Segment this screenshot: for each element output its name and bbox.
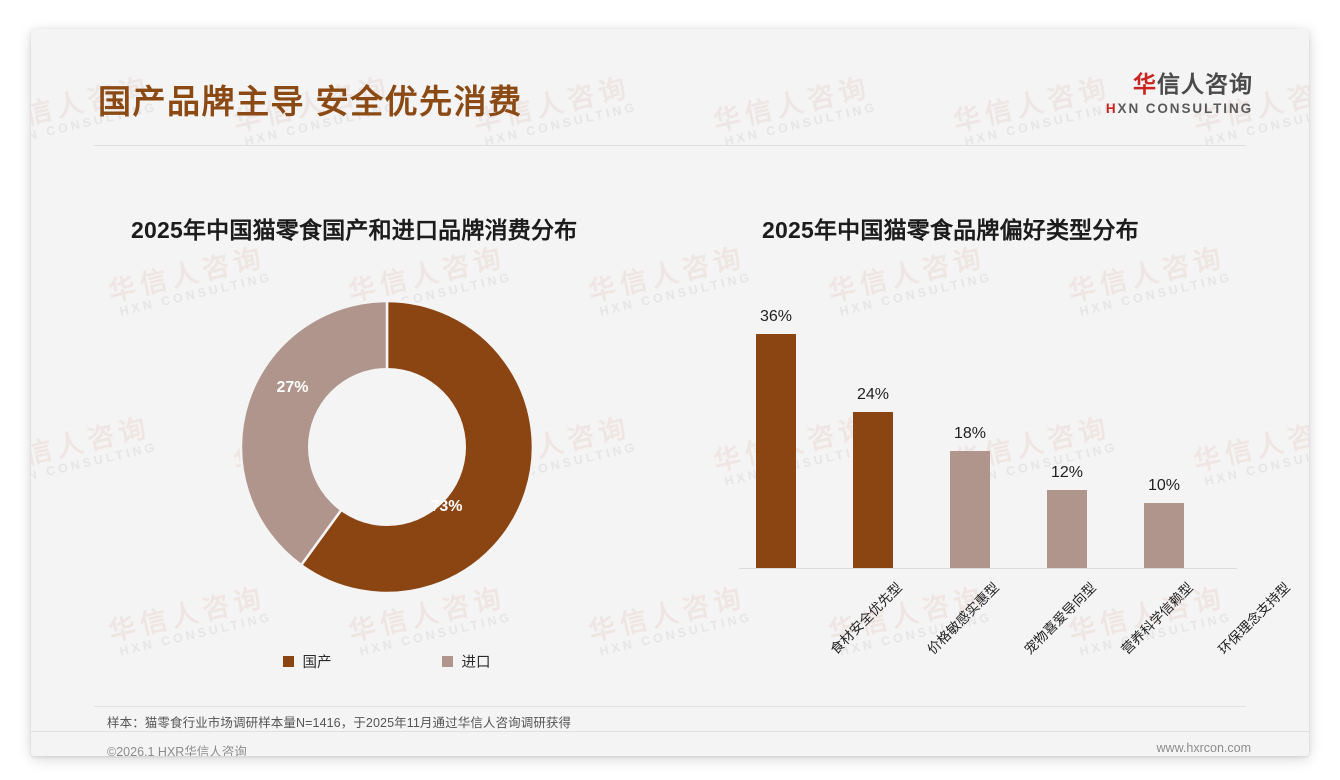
slide-body: 2025年中国猫零食国产和进口品牌消费分布 27% 73% <box>31 29 1309 756</box>
donut-chart: 27% 73% <box>227 287 547 607</box>
bar-column <box>929 451 1011 568</box>
logo-cn-rest: 信人咨询 <box>1157 71 1253 97</box>
footer-band <box>31 731 1309 756</box>
bar-column <box>832 412 914 568</box>
legend-label-domestic: 国产 <box>302 655 332 671</box>
slide-header: 国产品牌主导 安全优先消费 华信人咨询 HXN CONSULTING <box>31 29 1309 133</box>
bar-column <box>1026 490 1108 568</box>
bar-category-label: 宠物喜爱导向型 <box>1021 579 1099 658</box>
bar-rect[interactable] <box>756 334 796 568</box>
bar-category-label: 价格敏感实惠型 <box>924 579 1002 658</box>
logo-en-highlight: H <box>1105 101 1118 116</box>
bar-column <box>1123 503 1205 568</box>
bar-rect[interactable] <box>853 412 893 568</box>
donut-legend: 国产 进口 <box>94 651 679 672</box>
presentation-slide: 华信人咨询 HXN CONSULTING 华信人咨询 HXN CONSULTING 华信… <box>31 29 1309 756</box>
logo-en-rest: XN CONSULTING <box>1117 101 1253 116</box>
bar-category-label: 食材安全优先型 <box>827 579 905 658</box>
bar-chart-panel: 2025年中国猫零食品牌偏好类型分布 36% 24% 18% 12% 10% 食材安全优… <box>699 211 1293 681</box>
bar-value-label: 36% <box>759 308 793 325</box>
legend-item-domestic[interactable]: 国产 <box>282 651 332 672</box>
bar-rect[interactable] <box>950 451 990 568</box>
logo-english-text: HXN CONSULTING <box>1106 102 1253 116</box>
bar-value-label: 10% <box>1147 477 1181 494</box>
logo-cn-highlight: 华 <box>1133 71 1157 97</box>
bar-chart-baseline <box>739 568 1237 569</box>
legend-swatch-icon-imported <box>441 656 453 667</box>
bar-chart-title: 2025年中国猫零食品牌偏好类型分布 <box>762 217 1139 243</box>
legend-label-imported: 进口 <box>461 655 491 671</box>
bar-chart-category-axis: 食材安全优先型 价格敏感实惠型 宠物喜爱导向型 营养科学信赖型 环保理念支持型 <box>729 569 1293 679</box>
page-title: 国产品牌主导 安全优先消费 <box>98 83 523 120</box>
donut-chart-svg <box>239 299 534 595</box>
header-divider <box>94 145 1246 146</box>
bar-category-label: 营养科学信赖型 <box>1118 579 1196 658</box>
donut-value-domestic: 73% <box>430 498 463 515</box>
footnote-divider <box>94 706 1246 707</box>
bar-value-label: 24% <box>856 386 890 403</box>
logo-chinese-text: 华信人咨询 <box>1106 73 1253 96</box>
footer-website[interactable]: www.hxrcon.com <box>1156 741 1251 755</box>
company-logo: 华信人咨询 HXN CONSULTING <box>1106 73 1253 116</box>
bar-rect[interactable] <box>1144 503 1184 568</box>
bar-chart-plot: 36% 24% 18% 12% 10% <box>729 269 1249 569</box>
donut-chart-panel: 2025年中国猫零食国产和进口品牌消费分布 27% 73% <box>94 211 679 671</box>
bar-category-label: 环保理念支持型 <box>1215 579 1293 658</box>
bar-value-label: 12% <box>1050 464 1084 481</box>
bar-column <box>735 334 817 568</box>
bar-rect[interactable] <box>1047 490 1087 568</box>
legend-swatch-icon-domestic <box>282 656 294 667</box>
legend-item-imported[interactable]: 进口 <box>441 651 491 672</box>
donut-chart-title: 2025年中国猫零食国产和进口品牌消费分布 <box>131 217 578 243</box>
donut-value-imported: 27% <box>276 379 309 396</box>
donut-hole <box>307 368 466 526</box>
bar-value-label: 18% <box>953 425 987 442</box>
footer-copyright: ©2026.1 HXR华信人咨询 <box>107 745 247 756</box>
source-footnote: 样本：猫零食行业市场调研样本量N=1416，于2025年11月通过华信人咨询调研… <box>107 716 572 730</box>
